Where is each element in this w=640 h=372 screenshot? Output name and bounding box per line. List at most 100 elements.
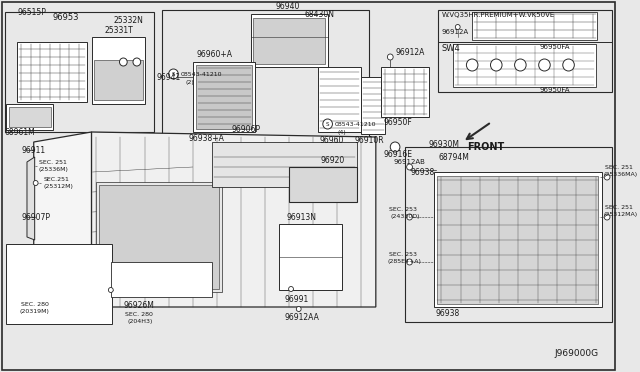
Polygon shape [250,14,328,67]
Circle shape [604,214,610,220]
Text: 96960: 96960 [320,135,344,144]
Text: 96938+A: 96938+A [189,134,225,142]
Text: 96912A: 96912A [395,48,424,57]
Text: SEC. 280: SEC. 280 [21,301,49,307]
Text: 96991: 96991 [284,295,308,304]
Polygon shape [212,142,356,187]
Bar [253,18,324,64]
Text: 08543-41210: 08543-41210 [334,122,376,126]
Text: 68794M: 68794M [438,153,469,161]
Circle shape [515,59,526,71]
Circle shape [296,307,301,311]
Polygon shape [381,67,429,117]
Circle shape [490,59,502,71]
Bar [436,176,598,304]
Polygon shape [472,12,598,40]
Text: SEC. 251: SEC. 251 [38,160,67,164]
Bar [404,147,612,322]
Text: 96916E: 96916E [383,150,413,158]
Polygon shape [318,67,362,132]
Text: (25312M): (25312M) [44,183,73,189]
Circle shape [406,214,412,220]
Circle shape [563,59,574,71]
Text: W.VQ35HR.PREMIUM+W.VK50VE: W.VQ35HR.PREMIUM+W.VK50VE [442,12,555,18]
Text: 96515P: 96515P [17,7,46,16]
Polygon shape [27,157,35,240]
Circle shape [133,58,141,66]
Polygon shape [280,224,342,290]
Circle shape [604,174,610,180]
Text: 96912AB: 96912AB [393,159,425,165]
Text: (25336MA): (25336MA) [604,171,637,176]
Text: (2): (2) [185,80,194,84]
Circle shape [539,59,550,71]
Text: (24330D): (24330D) [390,214,420,218]
Polygon shape [362,77,385,134]
Polygon shape [289,167,356,202]
Text: SEC. 280: SEC. 280 [125,312,153,317]
Text: SEC. 253: SEC. 253 [389,251,417,257]
Circle shape [387,54,393,60]
Circle shape [168,69,179,79]
Circle shape [467,59,478,71]
Polygon shape [92,132,376,307]
Text: FRONT: FRONT [467,142,504,152]
Text: (25336M): (25336M) [38,167,68,171]
Text: 96960+A: 96960+A [196,49,232,58]
Text: 96941: 96941 [156,73,180,81]
Text: SEC. 253: SEC. 253 [389,206,417,212]
Polygon shape [6,104,53,130]
Text: (20319M): (20319M) [19,308,49,314]
Bar [9,107,51,127]
Bar [5,12,154,132]
Circle shape [289,286,293,292]
Text: SEC.251: SEC.251 [44,176,69,182]
Circle shape [323,119,332,129]
Text: 96906P: 96906P [231,125,260,134]
Circle shape [390,142,400,152]
Text: 96926M: 96926M [124,301,154,310]
Text: 96953: 96953 [53,13,79,22]
Bar [6,244,112,324]
Polygon shape [434,172,602,307]
Text: 96930M: 96930M [429,140,460,148]
Polygon shape [193,62,255,132]
Bar [97,182,221,292]
Text: 96910R: 96910R [355,135,384,144]
Text: S: S [172,71,175,77]
Bar [162,10,369,142]
Circle shape [455,25,460,29]
Text: 96940: 96940 [276,1,300,10]
Text: (4): (4) [337,129,346,135]
Bar [95,60,143,100]
Text: 68961M: 68961M [5,128,36,137]
Bar [99,185,219,289]
Polygon shape [453,44,596,87]
Polygon shape [92,37,145,104]
Text: 08543-41210: 08543-41210 [180,71,221,77]
Text: 96907P: 96907P [21,212,50,221]
Text: J969000G: J969000G [554,350,598,359]
Text: 96911: 96911 [21,145,45,154]
Circle shape [108,288,113,292]
Text: SW4: SW4 [442,44,460,52]
Circle shape [406,164,412,170]
Text: 96912A: 96912A [442,29,468,35]
Text: 96920: 96920 [321,155,345,164]
Circle shape [33,180,38,186]
Text: 96950FA: 96950FA [540,44,570,50]
Text: 96912AA: 96912AA [284,312,319,321]
Circle shape [120,58,127,66]
Text: SEC. 251: SEC. 251 [605,205,633,209]
Polygon shape [34,132,92,292]
Text: S: S [326,122,330,126]
Text: (285E4+A): (285E4+A) [387,259,421,263]
Text: (25312MA): (25312MA) [604,212,637,217]
Text: 96913N: 96913N [286,212,316,221]
Text: 96938: 96938 [436,310,460,318]
Text: (204H3): (204H3) [127,320,152,324]
Circle shape [406,259,412,265]
Bar [196,65,252,129]
Bar [438,10,612,92]
Bar [111,262,212,297]
